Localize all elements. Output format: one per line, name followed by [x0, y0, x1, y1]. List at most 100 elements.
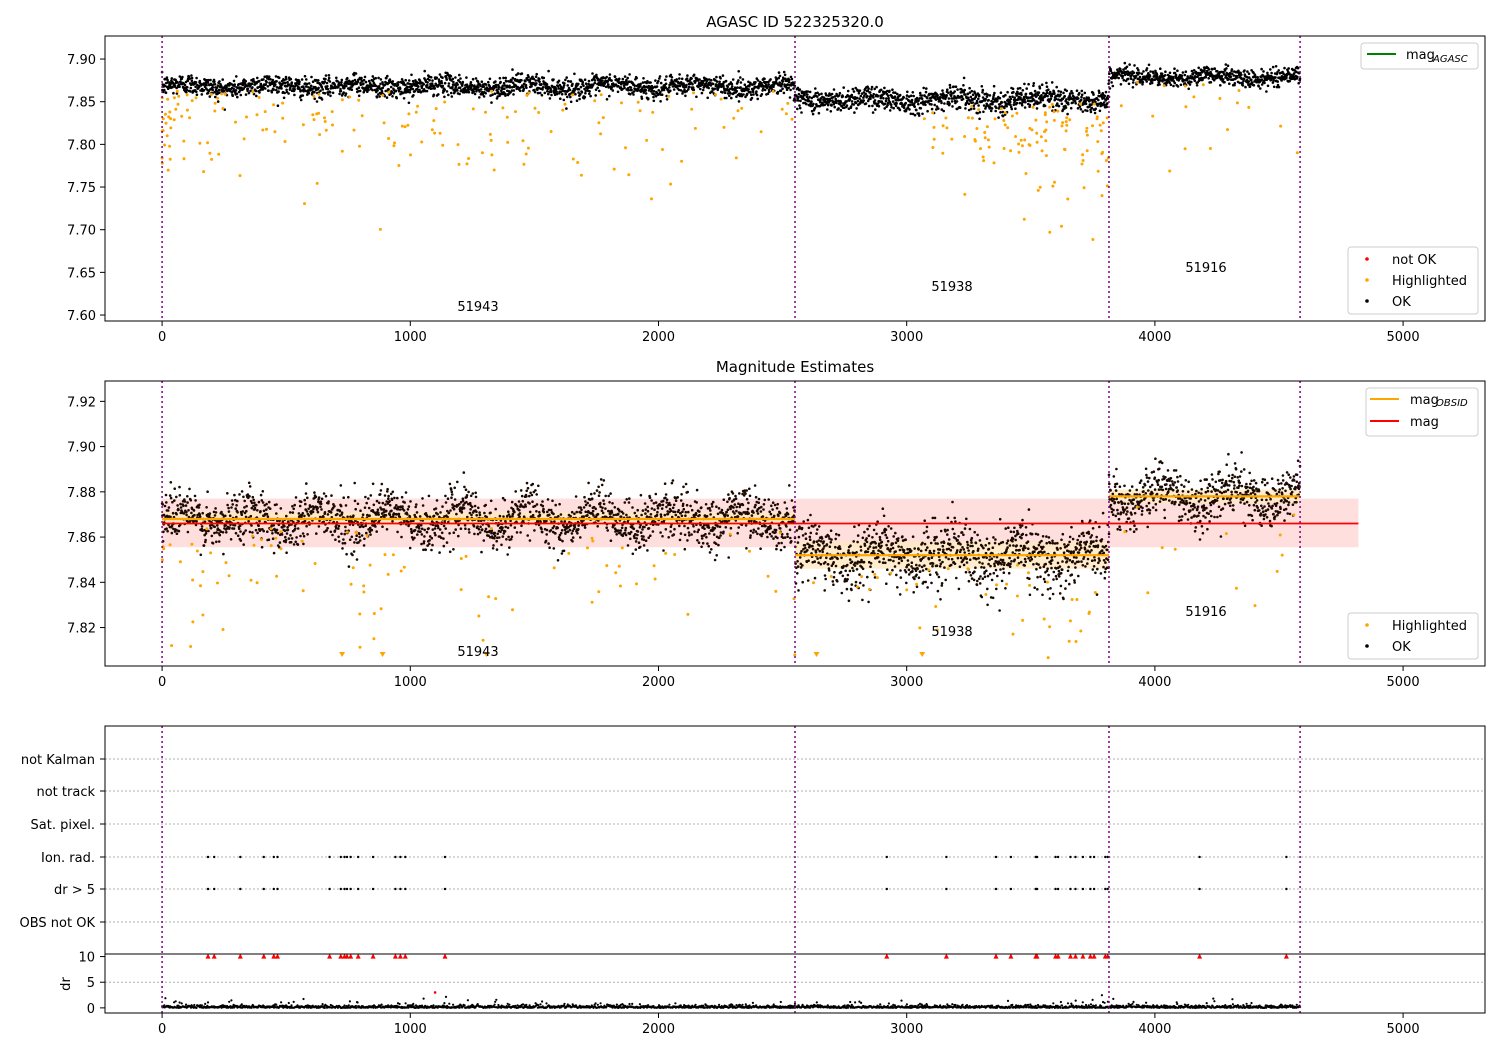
highlighted-point — [214, 102, 217, 105]
ok-point — [171, 77, 174, 80]
ok-point — [342, 538, 345, 541]
ok-point — [201, 512, 204, 515]
ok-point — [359, 509, 362, 512]
ok-point — [563, 82, 566, 85]
ok-point — [521, 72, 524, 75]
ok-point — [903, 106, 906, 109]
ok-point — [336, 513, 339, 516]
ok-point — [513, 511, 516, 514]
ok-point — [942, 110, 945, 113]
ok-point — [329, 95, 332, 98]
highlighted-point — [982, 159, 985, 162]
ok-point — [1189, 83, 1192, 86]
ok-point — [542, 86, 545, 89]
ok-point — [520, 79, 523, 82]
ok-point — [949, 84, 952, 87]
highlighted-point — [561, 109, 564, 112]
ok-point — [371, 529, 374, 532]
ok-point — [779, 75, 782, 78]
ok-point — [454, 498, 457, 501]
ok-point — [494, 92, 497, 95]
ok-point — [1257, 85, 1260, 88]
ok-point — [421, 533, 424, 536]
ok-point — [426, 81, 429, 84]
highlighted-point — [177, 95, 180, 98]
ok-point — [1024, 106, 1027, 109]
highlighted-point — [1082, 159, 1085, 162]
ok-point — [930, 99, 933, 102]
ok-point — [612, 89, 615, 92]
ok-point — [431, 544, 434, 547]
ok-point — [1234, 82, 1237, 85]
ok-point — [475, 511, 478, 514]
highlighted-point — [506, 141, 509, 144]
ok-point — [434, 534, 437, 537]
ok-point — [165, 527, 168, 530]
ok-point — [271, 532, 274, 535]
ok-point — [1205, 76, 1208, 79]
ok-point — [1050, 98, 1053, 101]
ok-point — [1181, 74, 1184, 77]
ok-point — [1081, 94, 1084, 97]
ok-point — [763, 78, 766, 81]
ok-point — [190, 74, 193, 77]
ok-point — [507, 510, 510, 513]
ok-point — [201, 525, 204, 528]
ok-point — [789, 96, 792, 99]
ok-point — [212, 542, 215, 545]
ok-point — [443, 525, 446, 528]
ok-point — [186, 86, 189, 89]
legend-label: OK — [1392, 295, 1411, 310]
ok-point — [1094, 108, 1097, 111]
ok-point — [721, 91, 724, 94]
ok-point — [443, 545, 446, 548]
highlighted-point — [341, 98, 344, 101]
highlighted-point — [600, 93, 603, 96]
highlighted-point — [994, 117, 997, 120]
ok-point — [275, 89, 278, 92]
ok-point — [685, 84, 688, 87]
ok-point — [305, 482, 308, 485]
highlighted-point — [318, 133, 321, 136]
ok-point — [393, 497, 396, 500]
ok-point — [434, 527, 437, 530]
ok-point — [1065, 90, 1068, 93]
highlighted-point — [169, 158, 172, 161]
ok-point — [378, 95, 381, 98]
ok-point — [768, 90, 771, 93]
ok-point — [693, 88, 696, 91]
ok-point — [364, 76, 367, 79]
highlighted-point — [166, 98, 169, 101]
ok-point — [412, 88, 415, 91]
ok-point — [499, 81, 502, 84]
ok-point — [1110, 81, 1113, 84]
ok-point — [1231, 68, 1234, 71]
ok-point — [363, 544, 366, 547]
highlighted-point — [1086, 134, 1089, 137]
ok-point — [1065, 106, 1068, 109]
ok-point — [406, 513, 409, 516]
ok-point — [514, 526, 517, 529]
ok-point — [225, 531, 228, 534]
panel-2-bands — [162, 490, 1358, 569]
ok-point — [230, 506, 233, 509]
ok-point — [259, 510, 262, 513]
highlighted-point — [174, 108, 177, 111]
ok-point — [851, 94, 854, 97]
ok-point — [492, 544, 495, 547]
ok-point — [1196, 84, 1199, 87]
ok-point — [451, 86, 454, 89]
highlighted-point — [1053, 119, 1056, 122]
ok-point — [624, 75, 627, 78]
ok-point — [878, 105, 881, 108]
ok-point — [261, 546, 264, 549]
ok-point — [1080, 99, 1083, 102]
ok-point — [301, 78, 304, 81]
ok-point — [535, 76, 538, 79]
ok-point — [1227, 78, 1230, 81]
highlighted-point — [1037, 189, 1040, 192]
ok-point — [263, 510, 266, 513]
ok-point — [799, 107, 802, 110]
ok-point — [388, 500, 391, 503]
ok-point — [252, 499, 255, 502]
